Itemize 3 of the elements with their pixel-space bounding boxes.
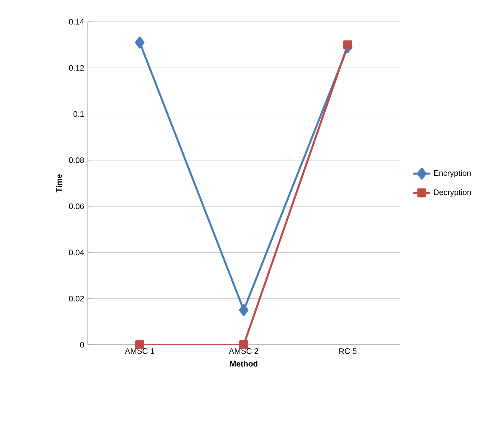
point	[344, 40, 352, 50]
point	[239, 304, 249, 316]
point	[135, 36, 145, 49]
